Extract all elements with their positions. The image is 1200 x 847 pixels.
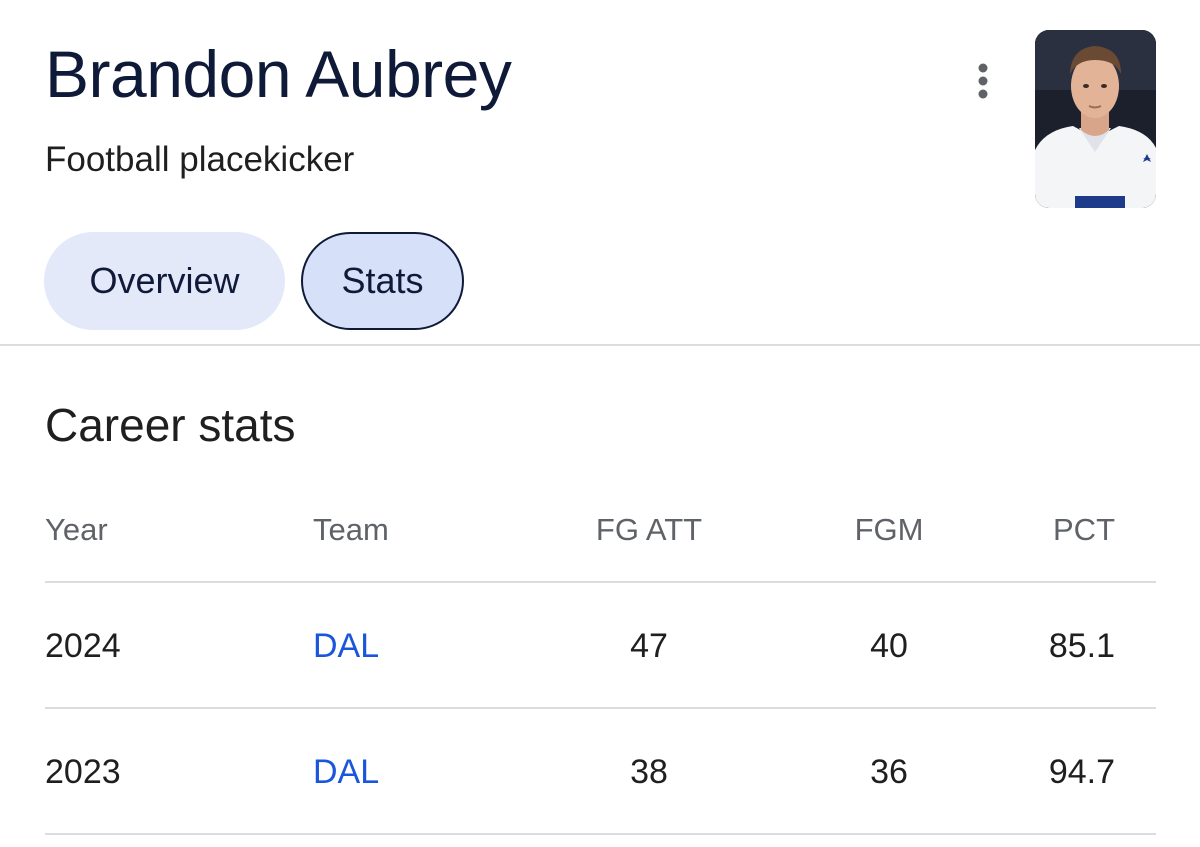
cell-fgm: 40 [870,627,908,665]
team-link[interactable]: DAL [313,753,380,791]
more-vertical-icon [978,63,988,99]
table-row: 2024 DAL 47 40 85.1 [45,583,1156,709]
more-options-button[interactable] [958,56,1008,106]
cell-pct: 85.1 [1048,627,1115,665]
cell-year: 2023 [45,753,121,791]
table-row: 2023 DAL 38 36 94.7 [45,709,1156,835]
tab-overview[interactable]: Overview [44,232,285,330]
team-link[interactable]: DAL [313,627,380,665]
cell-fgm: 36 [870,753,908,791]
cell-fg-att: 38 [630,753,668,791]
cell-fg-att: 47 [630,627,668,665]
column-header-fgm: FGM [854,512,924,547]
table-header-row: Year Team FG ATT FGM PCT [45,480,1156,583]
knowledge-panel-header: Brandon Aubrey Football placekicker [0,0,1200,344]
player-photo-icon [1035,30,1156,208]
cell-year: 2024 [45,627,121,665]
column-header-year: Year [45,512,108,547]
header-divider [0,344,1200,346]
column-header-pct: PCT [1053,512,1115,547]
column-header-team: Team [313,512,389,547]
page-title: Brandon Aubrey [45,37,512,111]
career-stats-table: Year Team FG ATT FGM PCT 2024 DAL 47 40 … [45,480,1156,835]
career-stats-title: Career stats [45,399,296,451]
cell-pct: 94.7 [1048,753,1115,791]
tab-stats[interactable]: Stats [301,232,464,330]
column-header-fg-att: FG ATT [595,512,703,547]
avatar[interactable] [1035,30,1156,208]
entity-subtitle: Football placekicker [45,140,355,179]
